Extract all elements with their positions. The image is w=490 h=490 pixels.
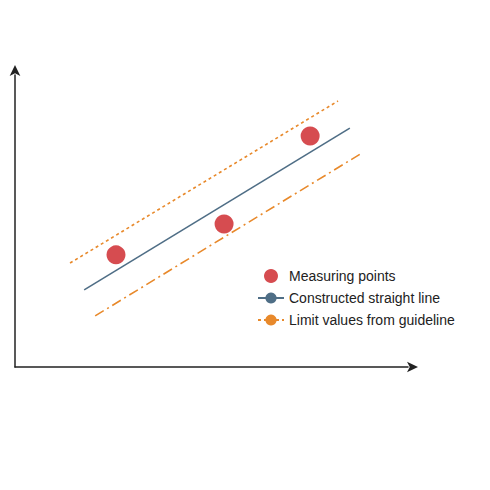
svg-text:Measuring points: Measuring points bbox=[289, 268, 396, 284]
svg-text:Limit values from guideline: Limit values from guideline bbox=[289, 312, 455, 328]
svg-text:Constructed straight line: Constructed straight line bbox=[289, 290, 440, 306]
